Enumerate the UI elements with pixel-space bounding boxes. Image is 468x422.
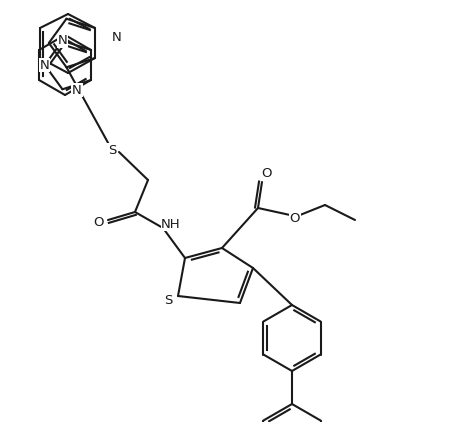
Text: NH: NH [161, 217, 181, 230]
Text: S: S [108, 143, 116, 157]
Text: O: O [93, 216, 103, 228]
Text: O: O [290, 211, 300, 225]
Text: S: S [164, 295, 172, 308]
Text: O: O [262, 167, 272, 179]
Text: N: N [112, 30, 122, 43]
Text: N: N [72, 84, 82, 97]
Text: N: N [58, 34, 67, 47]
Text: N: N [40, 59, 50, 71]
